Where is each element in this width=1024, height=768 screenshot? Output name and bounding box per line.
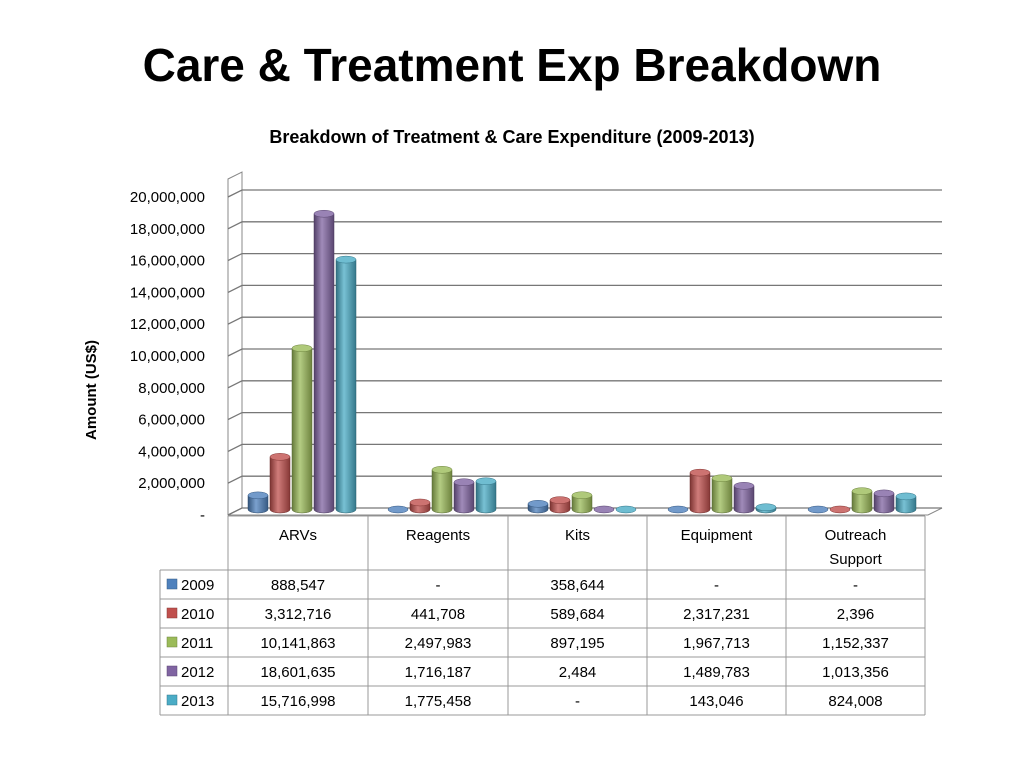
table-header-category: Outreach xyxy=(825,527,887,544)
legend-swatch xyxy=(166,636,178,648)
gridlines xyxy=(227,189,942,516)
bar-2009-reagents xyxy=(387,505,409,514)
bar-2009-outreach-support xyxy=(807,505,829,514)
gridline xyxy=(227,252,942,262)
bar-2012-equipment xyxy=(733,482,755,514)
table-cell: - xyxy=(436,577,441,594)
table-header-category: ARVs xyxy=(279,527,317,544)
legend-swatch xyxy=(166,694,178,706)
bar-2009-equipment xyxy=(667,505,689,514)
gridline xyxy=(227,316,942,325)
table-header-category: Support xyxy=(829,551,882,568)
bar-2013-arvs xyxy=(335,255,357,514)
legend-swatch xyxy=(166,578,178,590)
bar-2010-equipment xyxy=(689,468,711,514)
table-cell: 441,708 xyxy=(411,606,465,623)
y-tick-label: 18,000,000 xyxy=(130,221,205,238)
bar-2010-kits xyxy=(549,496,571,514)
y-tick-label: - xyxy=(200,507,205,524)
table-cell: - xyxy=(853,577,858,594)
data-table: ARVs Reagents Kits Equipment Outreach Support… xyxy=(159,515,926,716)
y-tick-label: 2,000,000 xyxy=(138,475,205,492)
y-tick-labels: - 2,000,000 4,000,000 6,000,000 8,000,000 10,… xyxy=(130,189,205,524)
table-cell: - xyxy=(714,577,719,594)
bar-2013-equipment xyxy=(755,503,777,514)
legend-label: 2011 xyxy=(181,635,213,652)
bars xyxy=(247,209,917,514)
table-cell: 1,013,356 xyxy=(822,664,889,681)
table-cell: 1,716,187 xyxy=(405,664,472,681)
bar-2010-arvs xyxy=(269,453,291,514)
bar-2011-equipment xyxy=(711,474,733,514)
legend-label: 2012 xyxy=(181,664,214,681)
bar-2011-outreach-support xyxy=(851,487,873,514)
table-cell: 15,716,998 xyxy=(260,693,335,710)
bar-2009-kits xyxy=(527,500,549,514)
table-cell: 824,008 xyxy=(828,693,882,710)
bar-2011-arvs xyxy=(291,344,313,514)
y-axis-label: Amount (US$) xyxy=(83,340,100,440)
bar-2013-outreach-support xyxy=(895,492,917,514)
legend-swatch xyxy=(166,607,178,619)
bar-2013-reagents xyxy=(475,477,497,514)
table-header-category: Equipment xyxy=(681,527,754,544)
plot-walls xyxy=(227,171,943,516)
bar-2010-reagents xyxy=(409,498,431,514)
legend-swatch xyxy=(166,665,178,677)
chart-title: Breakdown of Treatment & Care Expenditur… xyxy=(269,127,754,147)
table-cell: 3,312,716 xyxy=(265,606,332,623)
bar-2012-kits xyxy=(593,505,615,514)
bar-2011-kits xyxy=(571,491,593,514)
y-tick-label: 10,000,000 xyxy=(130,348,205,365)
table-cell: 888,547 xyxy=(271,577,325,594)
slide-title: Care & Treatment Exp Breakdown xyxy=(142,39,882,91)
gridline xyxy=(227,475,942,484)
legend-label: 2010 xyxy=(181,606,214,623)
gridline xyxy=(227,443,942,452)
table-cell: 1,967,713 xyxy=(683,635,750,652)
table-header-category: Kits xyxy=(565,527,590,544)
gridline xyxy=(227,411,942,421)
table-cell: 589,684 xyxy=(550,606,604,623)
gridline xyxy=(227,380,942,389)
bar-2012-arvs xyxy=(313,209,335,514)
table-cell: 143,046 xyxy=(689,693,743,710)
legend-label: 2009 xyxy=(181,577,214,594)
y-tick-label: 6,000,000 xyxy=(138,412,205,429)
y-tick-label: 14,000,000 xyxy=(130,284,205,301)
bar-2010-outreach-support xyxy=(829,505,851,514)
table-cell: 1,489,783 xyxy=(683,664,750,681)
table-header-category: Reagents xyxy=(406,527,470,544)
y-tick-label: 12,000,000 xyxy=(130,316,205,333)
y-tick-label: 16,000,000 xyxy=(130,253,205,270)
bar-2009-arvs xyxy=(247,491,269,514)
gridline xyxy=(227,221,942,230)
table-cell: 2,497,983 xyxy=(405,635,472,652)
table-cell: 1,775,458 xyxy=(405,693,472,710)
y-tick-label: 4,000,000 xyxy=(138,443,205,460)
table-cell: - xyxy=(575,693,580,710)
gridline xyxy=(227,189,942,198)
table-cell: 897,195 xyxy=(550,635,604,652)
y-tick-label: 8,000,000 xyxy=(138,380,205,397)
bar-2012-outreach-support xyxy=(873,489,895,514)
table-cell: 1,152,337 xyxy=(822,635,889,652)
y-tick-label: 20,000,000 xyxy=(130,189,205,206)
table-cell: 2,317,231 xyxy=(683,606,750,623)
bar-2011-reagents xyxy=(431,466,453,514)
table-cell: 10,141,863 xyxy=(260,635,335,652)
bar-2013-kits xyxy=(615,505,637,514)
table-cell: 18,601,635 xyxy=(260,664,335,681)
gridline xyxy=(227,284,942,293)
legend-label: 2013 xyxy=(181,693,214,710)
table-cell: 2,396 xyxy=(837,606,875,623)
gridline xyxy=(227,348,942,357)
table-cell: 2,484 xyxy=(559,664,597,681)
bar-2012-reagents xyxy=(453,478,475,514)
table-cell: 358,644 xyxy=(550,577,604,594)
